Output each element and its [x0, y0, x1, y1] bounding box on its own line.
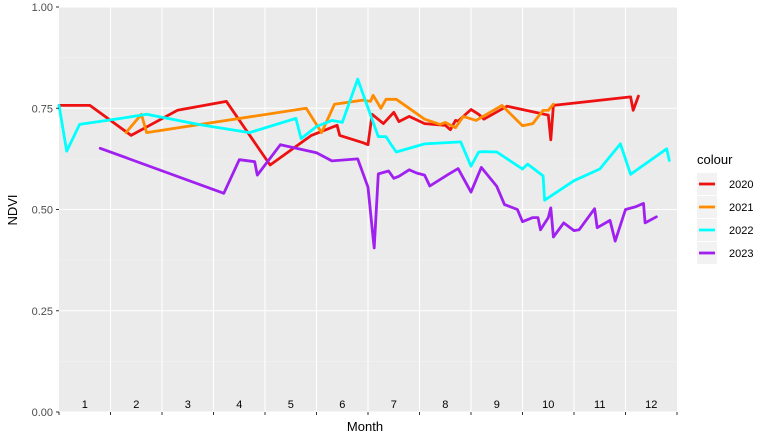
- x-axis: [58, 412, 678, 415]
- month-label: 5: [288, 399, 294, 411]
- y-tick-label: 0.50: [32, 205, 53, 217]
- month-labels: 1 2 3 4 5 6 7 8 9 10 11 12: [82, 399, 658, 411]
- series-line-2023: [98, 143, 658, 250]
- month-label: 9: [494, 399, 500, 411]
- legend-label-2022: 2022: [729, 225, 753, 237]
- series-line-2021: [124, 93, 555, 134]
- month-label: 7: [391, 399, 397, 411]
- month-label: 11: [594, 399, 605, 411]
- y-tick-label: 0.25: [32, 306, 53, 318]
- x-axis-title: Month: [347, 419, 383, 434]
- month-label: 6: [339, 399, 345, 411]
- grid-lines: [59, 6, 677, 413]
- legend-title: colour: [697, 152, 733, 167]
- y-tick-label: 0.75: [32, 103, 53, 115]
- legend-label-2021: 2021: [729, 202, 753, 214]
- y-axis: 0.00 0.25 0.50 0.75 1.00: [32, 2, 59, 419]
- legend-label-2020: 2020: [729, 179, 753, 191]
- legend: colour 2020 2021 2022 2023: [697, 152, 753, 264]
- month-label: 1: [82, 399, 88, 411]
- month-label: 2: [133, 399, 139, 411]
- month-label: 3: [185, 399, 191, 411]
- y-tick-label: 0.00: [32, 407, 53, 419]
- series-lines: [57, 77, 671, 250]
- month-label: 8: [442, 399, 448, 411]
- legend-label-2023: 2023: [729, 248, 753, 260]
- series-line-2020: [57, 94, 640, 167]
- month-label: 12: [645, 399, 657, 411]
- series-line-2022: [57, 77, 671, 202]
- month-label: 4: [236, 399, 242, 411]
- y-tick-label: 1.00: [32, 2, 53, 14]
- y-axis-title: NDVI: [5, 194, 20, 225]
- month-label: 10: [542, 399, 554, 411]
